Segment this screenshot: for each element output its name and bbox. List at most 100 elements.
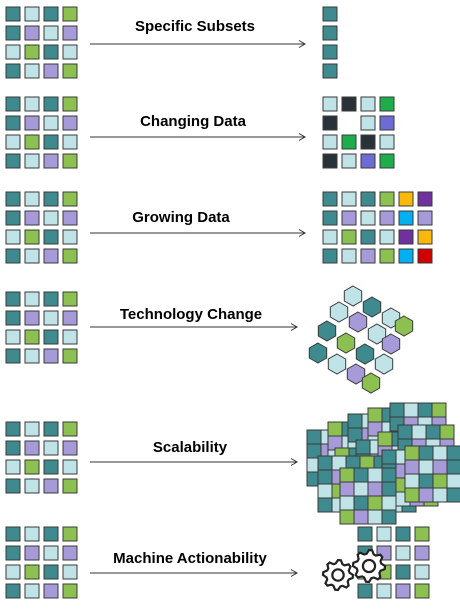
grid-cell [360, 191, 376, 207]
grid-cell [360, 210, 376, 226]
grid-cell [432, 487, 448, 503]
grid-cell [62, 248, 78, 264]
grid-cell [62, 459, 78, 475]
grid-cell [418, 487, 434, 503]
grid-cell [398, 248, 414, 264]
grid-cell [24, 25, 40, 41]
grid-cell [5, 329, 21, 345]
row-label-1: Specific Subsets [134, 18, 256, 35]
grid-cell [398, 191, 414, 207]
grid-cell [357, 583, 373, 599]
row-label-4: Technology Change [119, 306, 263, 323]
grid-cell [395, 564, 411, 580]
grid-cell [24, 63, 40, 79]
grid-cell [322, 115, 338, 131]
grid-cell [404, 459, 420, 475]
arrow-6 [90, 569, 298, 577]
grid-cell [417, 248, 433, 264]
hexagon [381, 333, 401, 355]
grid-cell [381, 481, 397, 497]
grid-cell [398, 229, 414, 245]
grid-cell [417, 229, 433, 245]
grid-cell [24, 191, 40, 207]
grid-cell [322, 210, 338, 226]
arrow-5 [90, 458, 298, 466]
grid-cell [404, 445, 420, 461]
gear-icon [321, 558, 355, 592]
hexagon [327, 353, 347, 375]
grid-cell [43, 310, 59, 326]
grid-cell [24, 459, 40, 475]
grid-cell [43, 248, 59, 264]
grid-cell [355, 439, 371, 455]
hexagon [329, 301, 349, 323]
grid-cell [341, 210, 357, 226]
arrow-4 [90, 323, 298, 331]
row-label-6: Machine Actionability [113, 550, 267, 567]
hexagon [346, 363, 366, 385]
grid-cell [43, 134, 59, 150]
grid-cell [5, 44, 21, 60]
grid-cell [24, 210, 40, 226]
grid-cell [62, 545, 78, 561]
grid-cell [414, 545, 430, 561]
grid-cell [24, 229, 40, 245]
grid-cell [5, 478, 21, 494]
grid-cell [24, 291, 40, 307]
hexagon [362, 296, 382, 318]
grid-cell [367, 495, 383, 511]
growing-grid [322, 191, 433, 264]
grid-cell [24, 545, 40, 561]
grid-cell [417, 210, 433, 226]
grid-cell [341, 248, 357, 264]
grid-cell [353, 481, 369, 497]
grid-cell [322, 25, 338, 41]
grid-cell [376, 526, 392, 542]
grid-cell [24, 526, 40, 542]
grid-cell [43, 6, 59, 22]
grid-cell [357, 526, 373, 542]
hexagon [317, 320, 337, 342]
grid-cell [43, 545, 59, 561]
grid-cell [24, 564, 40, 580]
grid-cell [341, 96, 357, 112]
grid-cell [446, 445, 460, 461]
grid-cell [5, 25, 21, 41]
grid-cell [381, 467, 397, 483]
grid-cell [317, 455, 333, 471]
grid-cell [62, 421, 78, 437]
grid-cell [43, 191, 59, 207]
grid-cell [24, 348, 40, 364]
grid-cell [411, 424, 427, 440]
grid-cell [43, 478, 59, 494]
grid-cell [5, 291, 21, 307]
grid-cell [353, 467, 369, 483]
grid-cell [43, 115, 59, 131]
grid-cell [24, 440, 40, 456]
grid-cell [43, 63, 59, 79]
grid-cell [43, 153, 59, 169]
grid-cell [379, 248, 395, 264]
grid-cell [62, 134, 78, 150]
grid-cell [341, 191, 357, 207]
grid-cell [5, 248, 21, 264]
hexagon [348, 311, 368, 333]
grid-cell [376, 583, 392, 599]
hexagon [367, 323, 387, 345]
grid-cell [432, 473, 448, 489]
grid-cell [341, 134, 357, 150]
grid-cell [379, 229, 395, 245]
grid-cell [379, 153, 395, 169]
grid-cell [322, 6, 338, 22]
grid-cell [322, 191, 338, 207]
grid-cell [418, 459, 434, 475]
grid-cell [360, 153, 376, 169]
grid-cell [24, 6, 40, 22]
grid-cell [5, 421, 21, 437]
grid-cell [24, 478, 40, 494]
arrow-2 [90, 133, 306, 141]
grid-cell [62, 25, 78, 41]
grid-cell [381, 495, 397, 511]
grid-cell [62, 115, 78, 131]
